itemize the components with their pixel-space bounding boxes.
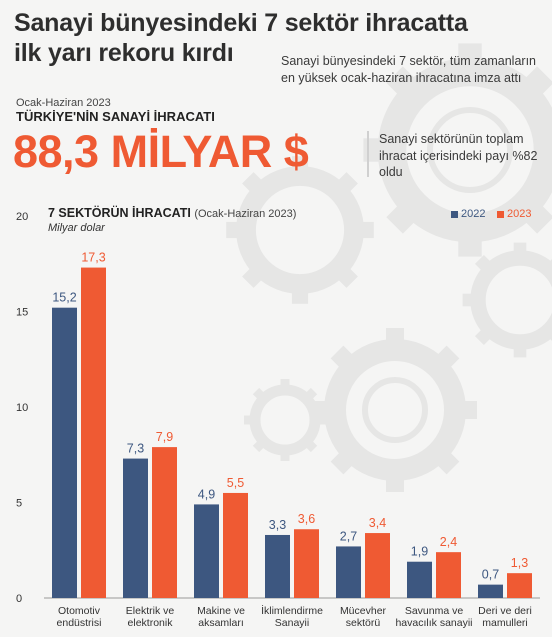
bar-2023-3: [294, 529, 319, 598]
data-label-2023: 2,4: [440, 535, 457, 549]
x-tick-label: Savunma ve: [405, 605, 464, 617]
x-tick-label: İklimlendirme: [261, 604, 323, 617]
legend-swatch-2022: [451, 210, 458, 218]
data-label-2022: 3,3: [269, 518, 286, 532]
data-label-2022: 15,2: [52, 291, 76, 305]
bar-2022-6: [478, 584, 503, 598]
x-tick-label: havacılık sanayii: [395, 617, 472, 629]
title-line-2: ilk yarı rekoru kırdı: [14, 39, 234, 67]
x-tick-label: endüstrisi: [57, 617, 102, 629]
data-label-2022: 1,9: [411, 545, 428, 559]
period-label: Ocak-Haziran 2023: [16, 97, 111, 109]
bar-2023-2: [223, 492, 248, 598]
bar-2023-4: [365, 533, 390, 598]
divider: [367, 131, 369, 177]
data-label-2022: 2,7: [340, 529, 357, 543]
bar-2022-2: [194, 504, 219, 598]
y-tick-label: 5: [16, 498, 22, 510]
x-tick-label: Sanayii: [275, 617, 309, 629]
bar-2022-5: [407, 561, 432, 598]
title-line-1: Sanayi bünyesindeki 7 sektör ihracatta: [14, 9, 468, 37]
y-tick-label: 10: [16, 402, 28, 414]
legend-label-2022: 2022: [461, 208, 486, 220]
gear-icon: [226, 43, 552, 492]
bar-2023-5: [436, 552, 461, 598]
bar-2023-6: [507, 573, 532, 598]
data-label-2022: 0,7: [482, 568, 499, 582]
chart-title-main: 7 SEKTÖRÜN İHRACATI: [48, 206, 191, 220]
x-tick-label: sektörü: [346, 617, 381, 629]
x-tick-label: Mücevher: [340, 605, 387, 617]
chart-subtitle: (Ocak-Haziran 2023): [194, 208, 297, 220]
chart-title: 7 SEKTÖRÜN İHRACATI (Ocak-Haziran 2023): [48, 206, 296, 220]
intro-text: Sanayi bünyesindeki 7 sektör, tüm zamanl…: [281, 54, 536, 85]
legend-swatch-2023: [497, 210, 504, 218]
data-label-2023: 7,9: [156, 430, 173, 444]
x-tick-label: Deri ve deri: [478, 605, 532, 617]
x-tick-label: Makine ve: [197, 605, 245, 617]
y-tick-label: 15: [16, 307, 28, 319]
data-label-2023: 5,5: [227, 476, 244, 490]
y-axis-unit: Milyar dolar: [48, 222, 105, 234]
x-tick-label: Otomotiv: [58, 605, 101, 617]
bar-2022-1: [123, 458, 148, 598]
data-label-2023: 3,6: [298, 512, 315, 526]
y-tick-label: 20: [16, 211, 28, 223]
legend-2023: 2023: [497, 208, 531, 220]
bar-2022-0: [52, 307, 77, 598]
total-export-value: 88,3 MİLYAR $: [13, 126, 309, 177]
x-tick-label: mamulleri: [482, 617, 528, 629]
export-heading: TÜRKİYE'NİN SANAYİ İHRACATI: [16, 109, 215, 124]
data-label-2022: 4,9: [198, 487, 215, 501]
x-tick-label: Elektrik ve: [126, 605, 175, 617]
bar-2023-0: [81, 267, 106, 598]
x-tick-label: elektronik: [128, 617, 174, 629]
data-label-2023: 17,3: [81, 251, 105, 265]
bar-2022-4: [336, 546, 361, 598]
data-label-2022: 7,3: [127, 442, 144, 456]
x-tick-label: aksamları: [198, 617, 244, 629]
legend-label-2023: 2023: [507, 208, 532, 220]
page-title: Sanayi bünyesindeki 7 sektör ihracatta i…: [14, 8, 544, 68]
bar-2022-3: [265, 534, 290, 598]
data-label-2023: 3,4: [369, 516, 386, 530]
data-label-2023: 1,3: [511, 556, 528, 570]
y-tick-label: 0: [16, 593, 22, 605]
legend-2022: 2022: [451, 208, 485, 220]
share-note: Sanayi sektörünün toplam ihracat içerisi…: [379, 132, 538, 179]
bar-2023-1: [152, 447, 177, 598]
